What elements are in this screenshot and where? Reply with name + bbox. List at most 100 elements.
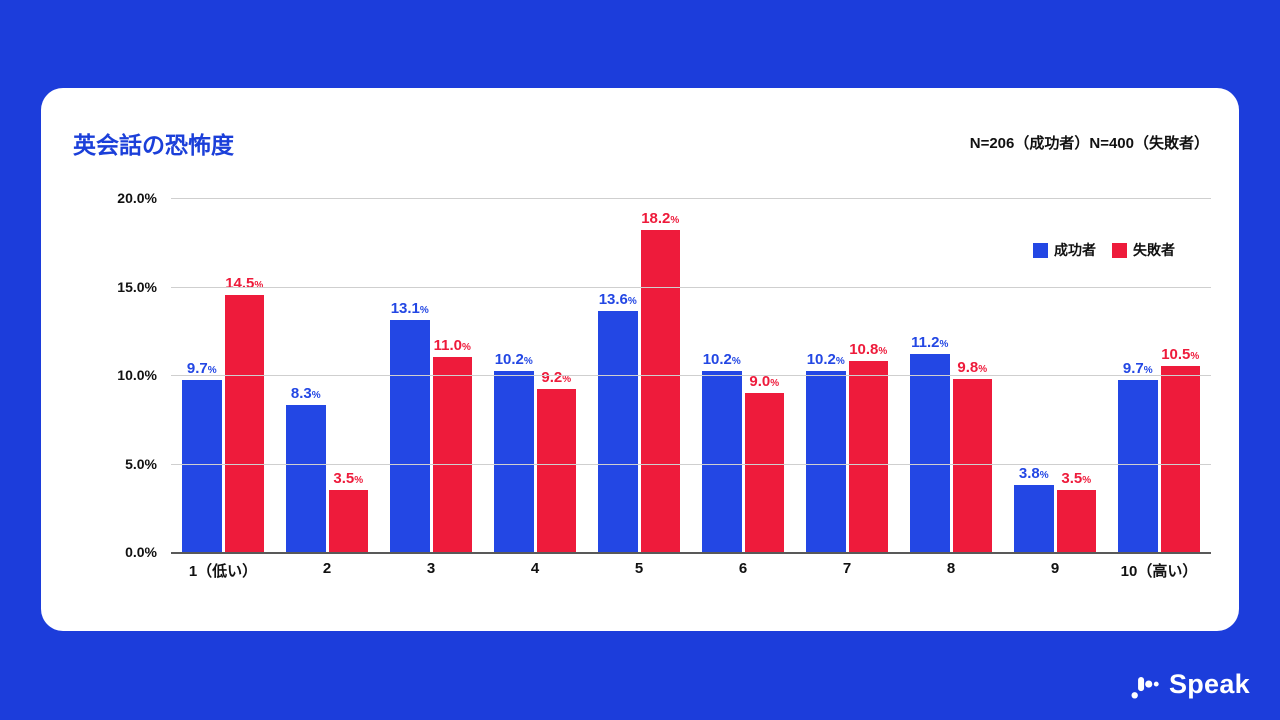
x-axis-label: 8 [946,560,956,577]
bar-wrap: 13.6% [598,198,638,552]
bar-成功者-2 [286,405,326,552]
y-tick-label: 20.0% [117,190,157,206]
bar-group: 11.2% 9.8% [910,198,992,552]
legend-item-failure: 失敗者 [1112,240,1175,260]
legend-item-success: 成功者 [1033,240,1096,260]
bar-value-label: 10.8% [849,340,888,358]
x-axis-label: 5 [634,560,644,577]
bar-group: 9.7% 10.5% [1118,198,1200,552]
bar-wrap: 3.5% [328,198,368,552]
bar-成功者-1（低い） [182,380,222,552]
bar-value-label: 13.6% [598,291,637,309]
bar-value-label: 9.7% [1122,360,1153,378]
gridline [171,375,1211,376]
x-axis-labels: 1（低い） 2 3 4 5 6 7 8 9 10（高い） [171,560,1211,581]
bar-wrap: 9.7% [1118,198,1158,552]
bar-group: 10.2% 9.0% [702,198,784,552]
bar-value-label: 10.2% [702,351,741,369]
bar-wrap: 10.2% [702,198,742,552]
bar-wrap: 9.2% [536,198,576,552]
bar-成功者-9 [1014,484,1054,552]
bar-失敗者-4 [536,389,576,552]
bar-wrap: 3.5% [1056,198,1096,552]
legend-label: 失敗者 [1133,242,1175,258]
x-axis-label: 3 [426,560,436,577]
page-title: 英会話の恐怖度 [73,132,234,158]
bar-成功者-5 [598,311,638,552]
legend-swatch [1033,242,1048,258]
bar-失敗者-8 [952,378,992,552]
bar-wrap: 18.2% [640,198,680,552]
speak-logo-icon [1130,670,1160,700]
bar-成功者-6 [702,371,742,552]
bar-wrap: 10.8% [848,198,888,552]
gridline [171,286,1211,288]
bar-wrap: 9.7% [182,198,222,552]
bar-groups: 9.7% 14.5% 8.3% 3.5% 13.1% 11.0% 10.2% 9.2% 13.6… [171,198,1211,552]
card-header: 英会話の恐怖度 N=206（成功者）N=400（失敗者） [73,126,1209,160]
brand-name: Speak [1168,669,1250,699]
x-axis-label: 6 [738,560,748,577]
legend-label: 成功者 [1054,242,1096,258]
y-tick-label: 0.0% [125,544,157,560]
bar-wrap: 10.2% [494,198,534,552]
bar-value-label: 10.2% [806,351,845,369]
bar-value-label: 11.2% [911,333,949,351]
bar-value-label: 8.3% [290,385,321,403]
x-axis-label: 1（低い） [188,563,258,580]
bar-失敗者-5 [640,229,680,552]
bar-value-label: 13.1% [390,300,429,318]
bar-wrap: 11.0% [432,198,472,552]
bar-失敗者-7 [848,360,888,552]
x-axis-label: 2 [322,560,332,577]
legend-swatch [1112,242,1127,258]
bar-group: 10.2% 10.8% [806,198,888,552]
bar-wrap: 8.3% [286,198,326,552]
x-axis-label: 9 [1050,560,1060,577]
x-axis-label: 10（高い） [1120,563,1198,580]
bar-wrap: 11.2% [910,198,950,552]
chart-card: 英会話の恐怖度 N=206（成功者）N=400（失敗者） 9.7% 14.5% 8.… [41,88,1239,631]
x-axis-label: 4 [530,560,540,577]
bar-value-label: 3.5% [333,470,364,488]
bar-value-label: 3.5% [1061,470,1092,488]
y-tick-label: 15.0% [117,278,157,295]
bar-value-label: 9.7% [186,360,217,378]
bar-wrap: 3.8% [1014,198,1054,552]
y-tick-label: 10.0% [117,367,157,383]
x-axis-label: 7 [842,560,852,577]
plot-area: 9.7% 14.5% 8.3% 3.5% 13.1% 11.0% 10.2% 9.2% 13.6… [117,190,1211,560]
bar-失敗者-3 [432,357,472,552]
bar-失敗者-1（低い） [224,295,264,552]
bar-成功者-7 [806,371,846,552]
bar-失敗者-6 [744,392,784,552]
bar-group: 3.8% 3.5% [1014,198,1096,552]
bar-wrap: 13.1% [390,198,430,552]
brand-footer: Speak [1130,669,1250,700]
bar-value-label: 9.8% [957,358,988,376]
bar-value-label: 10.5% [1161,346,1200,364]
bar-失敗者-10（高い） [1160,366,1200,552]
bar-wrap: 10.5% [1160,198,1200,552]
bar-group: 13.1% 11.0% [390,198,472,552]
gridline [171,198,1211,199]
bar-value-label: 10.2% [494,351,533,369]
gridline [171,463,1211,465]
bar-成功者-4 [494,371,534,552]
bar-value-label: 18.2% [641,209,680,227]
sample-size-note: N=206（成功者）N=400（失敗者） [969,135,1209,152]
bar-wrap: 9.0% [744,198,784,552]
bar-失敗者-2 [328,490,368,552]
bar-group: 8.3% 3.5% [286,198,368,552]
bar-wrap: 10.2% [806,198,846,552]
bar-group: 10.2% 9.2% [494,198,576,552]
y-tick-label: 5.0% [125,455,157,472]
bar-value-label: 3.8% [1018,464,1049,482]
bar-wrap: 9.8% [952,198,992,552]
bar-value-label: 11.0% [433,337,471,355]
bar-成功者-3 [390,320,430,552]
bar-成功者-10（高い） [1118,380,1158,552]
bar-wrap: 14.5% [224,198,264,552]
bar-value-label: 14.5% [225,275,263,293]
bar-value-label: 9.2% [541,369,572,387]
